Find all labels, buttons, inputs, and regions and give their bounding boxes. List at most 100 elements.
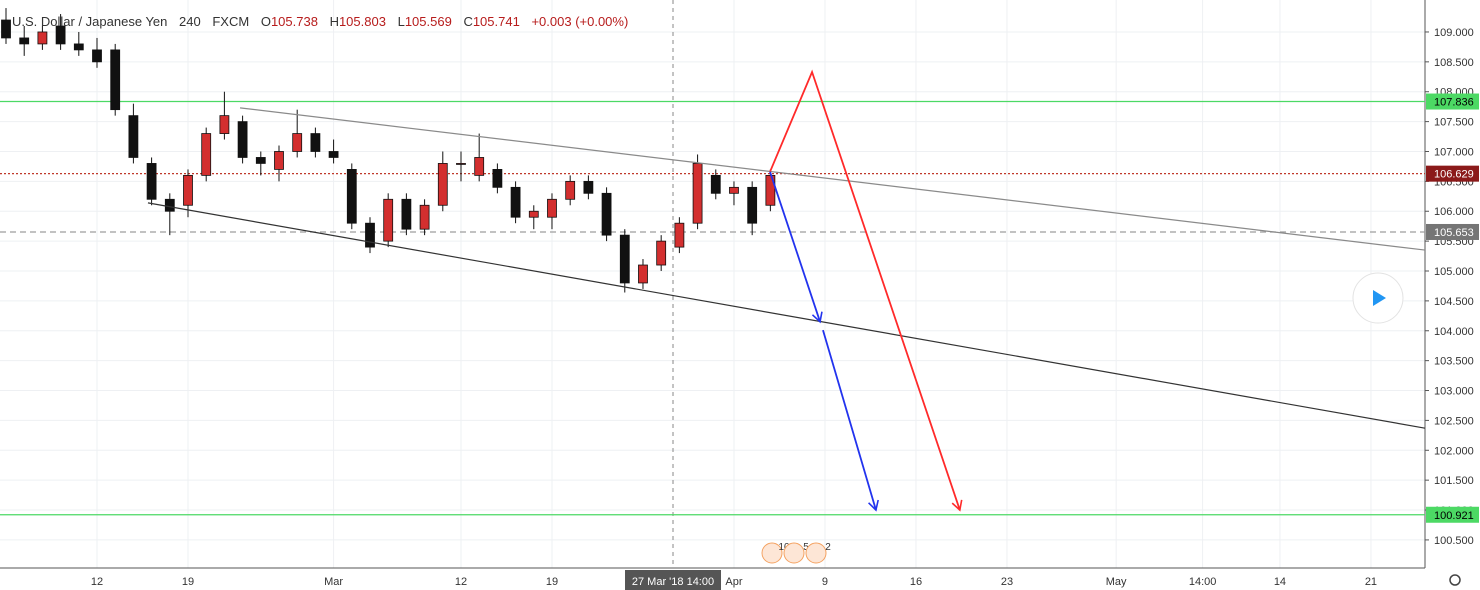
- candle-body: [237, 121, 248, 158]
- ohlc-value: 105.803: [338, 14, 386, 29]
- candle-body: [656, 240, 667, 266]
- y-tick-label: 100.500: [1434, 535, 1474, 547]
- candle-body: [419, 204, 430, 230]
- level-label-bg: [1426, 93, 1479, 110]
- x-tick-label: 16: [910, 576, 922, 588]
- y-tick-label: 107.000: [1434, 146, 1474, 158]
- x-tick-label: 12: [455, 576, 467, 588]
- x-tick-label: 21: [1365, 576, 1377, 588]
- candle-body: [292, 133, 303, 152]
- candle-body: [601, 192, 612, 236]
- level-label-bg: [1426, 506, 1479, 523]
- symbol-name: U.S. Dollar / Japanese Yen: [12, 14, 168, 29]
- symbol-header: U.S. Dollar / Japanese Yen 240 FXCM O105…: [12, 14, 628, 29]
- y-tick-label: 102.500: [1434, 415, 1474, 427]
- x-tick-label: Mar: [324, 576, 343, 588]
- candle-body: [674, 222, 685, 248]
- candle-body: [1, 19, 11, 39]
- event-badge: [783, 542, 805, 564]
- exchange: FXCM: [212, 14, 250, 29]
- level-label: 105.653: [1434, 227, 1474, 239]
- candle-body: [365, 222, 375, 248]
- candle-body: [328, 151, 339, 158]
- y-tick-label: 104.000: [1434, 326, 1474, 338]
- candle-body: [583, 180, 594, 194]
- candle-body: [510, 186, 521, 218]
- x-tick-label: 19: [182, 576, 194, 588]
- candle-body: [729, 186, 739, 194]
- candle-body: [456, 163, 466, 165]
- candle-body: [747, 186, 758, 224]
- x-tick-label: 9: [822, 576, 828, 588]
- change: +0.003 (+0.00%): [531, 14, 629, 29]
- candle-body: [146, 163, 157, 200]
- ohlc-value: 105.741: [472, 14, 520, 29]
- crosshair-label: 27 Mar '18 14:00: [632, 576, 714, 588]
- event-badge: [805, 542, 827, 564]
- level-label: 100.921: [1434, 510, 1474, 522]
- candle-body: [528, 210, 539, 218]
- x-tick-label: 12: [91, 576, 103, 588]
- y-tick-label: 104.500: [1434, 296, 1474, 308]
- candle-body: [128, 115, 139, 158]
- play-icon: [1373, 290, 1386, 306]
- candle-body: [55, 25, 66, 45]
- event-count: 5: [803, 542, 809, 553]
- event-count: 2: [825, 542, 831, 553]
- candle-body: [201, 133, 212, 176]
- level-label-bg: [1426, 165, 1479, 182]
- ohlc-label: L: [397, 14, 405, 29]
- forecast-arrow: [822, 329, 879, 512]
- candle-body: [19, 37, 30, 45]
- candle-body: [383, 198, 394, 242]
- candle-body: [619, 234, 630, 284]
- candle-body: [274, 151, 284, 170]
- y-tick-label: 103.000: [1434, 386, 1474, 398]
- y-tick-label: 108.500: [1434, 57, 1474, 69]
- candle-body: [492, 169, 503, 188]
- event-badge: [761, 542, 783, 564]
- y-tick-label: 107.500: [1434, 117, 1474, 129]
- candle-body: [73, 43, 84, 51]
- candle-body: [92, 49, 102, 63]
- x-tick-label: 14:00: [1189, 576, 1217, 588]
- forecast-arrow: [769, 69, 963, 512]
- candle-body: [164, 198, 175, 212]
- interval: 240: [179, 14, 201, 29]
- trend-line: [239, 107, 1426, 251]
- candle-body: [183, 174, 193, 206]
- level-label-bg: [1426, 223, 1479, 240]
- candle-body: [547, 198, 557, 218]
- candle-body: [710, 174, 721, 194]
- ohlc-label: O: [260, 14, 271, 29]
- event-count: 10: [778, 542, 790, 553]
- candle-body: [401, 198, 412, 230]
- candle-body: [474, 157, 485, 176]
- y-tick-label: 102.000: [1434, 445, 1474, 457]
- trend-line: [147, 202, 1426, 429]
- x-tick-label: 14: [1274, 576, 1286, 588]
- ohlc-label: C: [463, 14, 473, 29]
- x-tick-label: May: [1106, 576, 1127, 588]
- forecast-arrow: [769, 171, 823, 324]
- candle-body: [346, 169, 357, 224]
- candle-body: [110, 49, 121, 111]
- candle-body: [437, 163, 448, 206]
- settings-icon[interactable]: [1449, 574, 1461, 586]
- candle-body: [692, 163, 703, 224]
- y-tick-label: 103.500: [1434, 356, 1474, 368]
- y-tick-label: 101.500: [1434, 475, 1474, 487]
- ohlc-value: 105.738: [270, 14, 318, 29]
- candle-body: [565, 180, 576, 200]
- x-tick-label: 19: [546, 576, 558, 588]
- y-tick-label: 105.000: [1434, 266, 1474, 278]
- candle-body: [219, 115, 230, 134]
- x-tick-label: Apr: [725, 576, 742, 588]
- crosshair-label-bg: [625, 570, 722, 590]
- candle-body: [310, 133, 321, 152]
- x-tick-label: 23: [1001, 576, 1013, 588]
- candle-body: [255, 157, 266, 164]
- candle-body: [37, 31, 48, 45]
